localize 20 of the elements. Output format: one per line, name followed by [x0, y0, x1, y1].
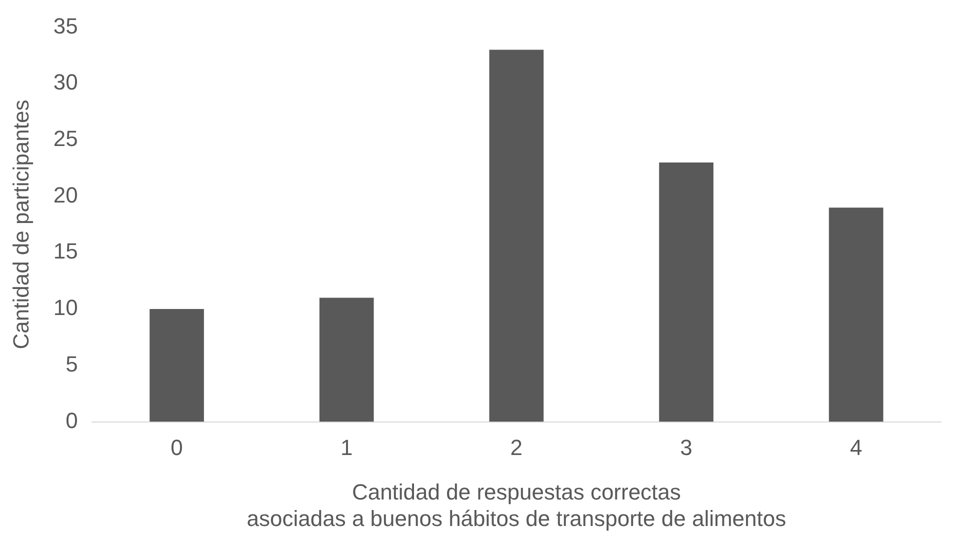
- x-tick-label: 3: [680, 435, 692, 460]
- y-axis-title: Cantidad de participantes: [8, 100, 34, 350]
- y-tick-label: 35: [53, 13, 78, 38]
- bar: [828, 208, 884, 422]
- y-tick-label: 20: [53, 182, 78, 208]
- bar: [489, 50, 544, 422]
- y-tick-label: 5: [66, 351, 78, 376]
- y-tick-label: 15: [53, 238, 78, 264]
- y-tick-label: 30: [53, 70, 78, 95]
- x-tick-label: 1: [340, 435, 353, 460]
- y-tick-label: 25: [53, 126, 78, 152]
- x-tick-label: 2: [510, 435, 523, 460]
- bar: [659, 162, 714, 422]
- x-tick-label: 4: [850, 435, 862, 460]
- y-tick-label: 0: [66, 408, 78, 433]
- x-axis-title: Cantidad de respuestas correctas asociadas a buenos hábitos de transporte de alimentos: [246, 479, 786, 531]
- bar: [150, 309, 204, 422]
- bar: [319, 298, 374, 422]
- y-tick-label: 10: [53, 295, 78, 320]
- x-tick-label: 0: [170, 435, 183, 460]
